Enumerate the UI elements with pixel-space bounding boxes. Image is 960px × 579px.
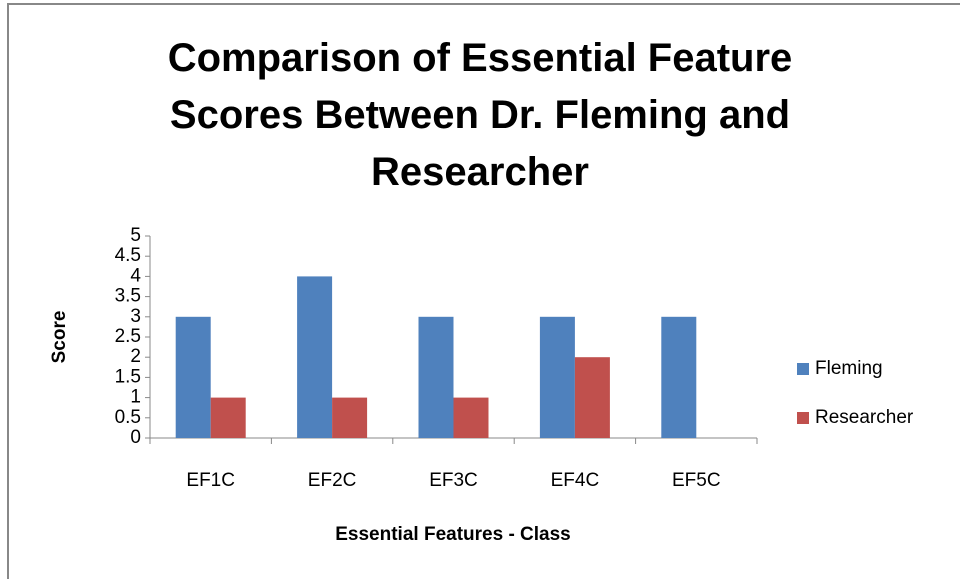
y-tick-label: 5 (130, 225, 141, 246)
bar (332, 397, 368, 438)
legend-label: Fleming (815, 358, 883, 379)
x-tick-label: EF2C (308, 470, 357, 491)
y-tick-label: 1.5 (115, 366, 141, 387)
chart-border (7, 3, 960, 579)
x-tick-label: EF1C (186, 470, 235, 491)
bar (210, 397, 246, 438)
bar (539, 316, 575, 438)
y-tick-label: 3.5 (115, 286, 141, 307)
bar (574, 357, 610, 438)
bar (418, 316, 454, 438)
y-tick-label: 0.5 (115, 407, 141, 428)
y-tick-label: 4 (130, 265, 141, 286)
y-axis-title: Score (49, 311, 70, 364)
bar (297, 276, 333, 438)
y-tick-label: 0 (130, 427, 141, 448)
y-tick-label: 1 (130, 387, 141, 408)
x-tick-label: EF4C (551, 470, 600, 491)
x-tick-label: EF5C (672, 470, 721, 491)
y-tick-label: 2.5 (115, 326, 141, 347)
y-tick-label: 2 (130, 346, 141, 367)
legend-swatch (797, 412, 809, 424)
y-tick-label: 4.5 (115, 245, 141, 266)
y-tick-label: 3 (130, 306, 141, 327)
legend-label: Researcher (815, 407, 914, 428)
x-tick-label: EF3C (429, 470, 478, 491)
bar (175, 316, 211, 438)
legend-swatch (797, 363, 809, 375)
bar (661, 316, 697, 438)
x-axis-title: Essential Features - Class (335, 524, 571, 545)
chart-title: Comparison of Essential Feature Scores B… (167, 36, 793, 194)
bar (453, 397, 489, 438)
